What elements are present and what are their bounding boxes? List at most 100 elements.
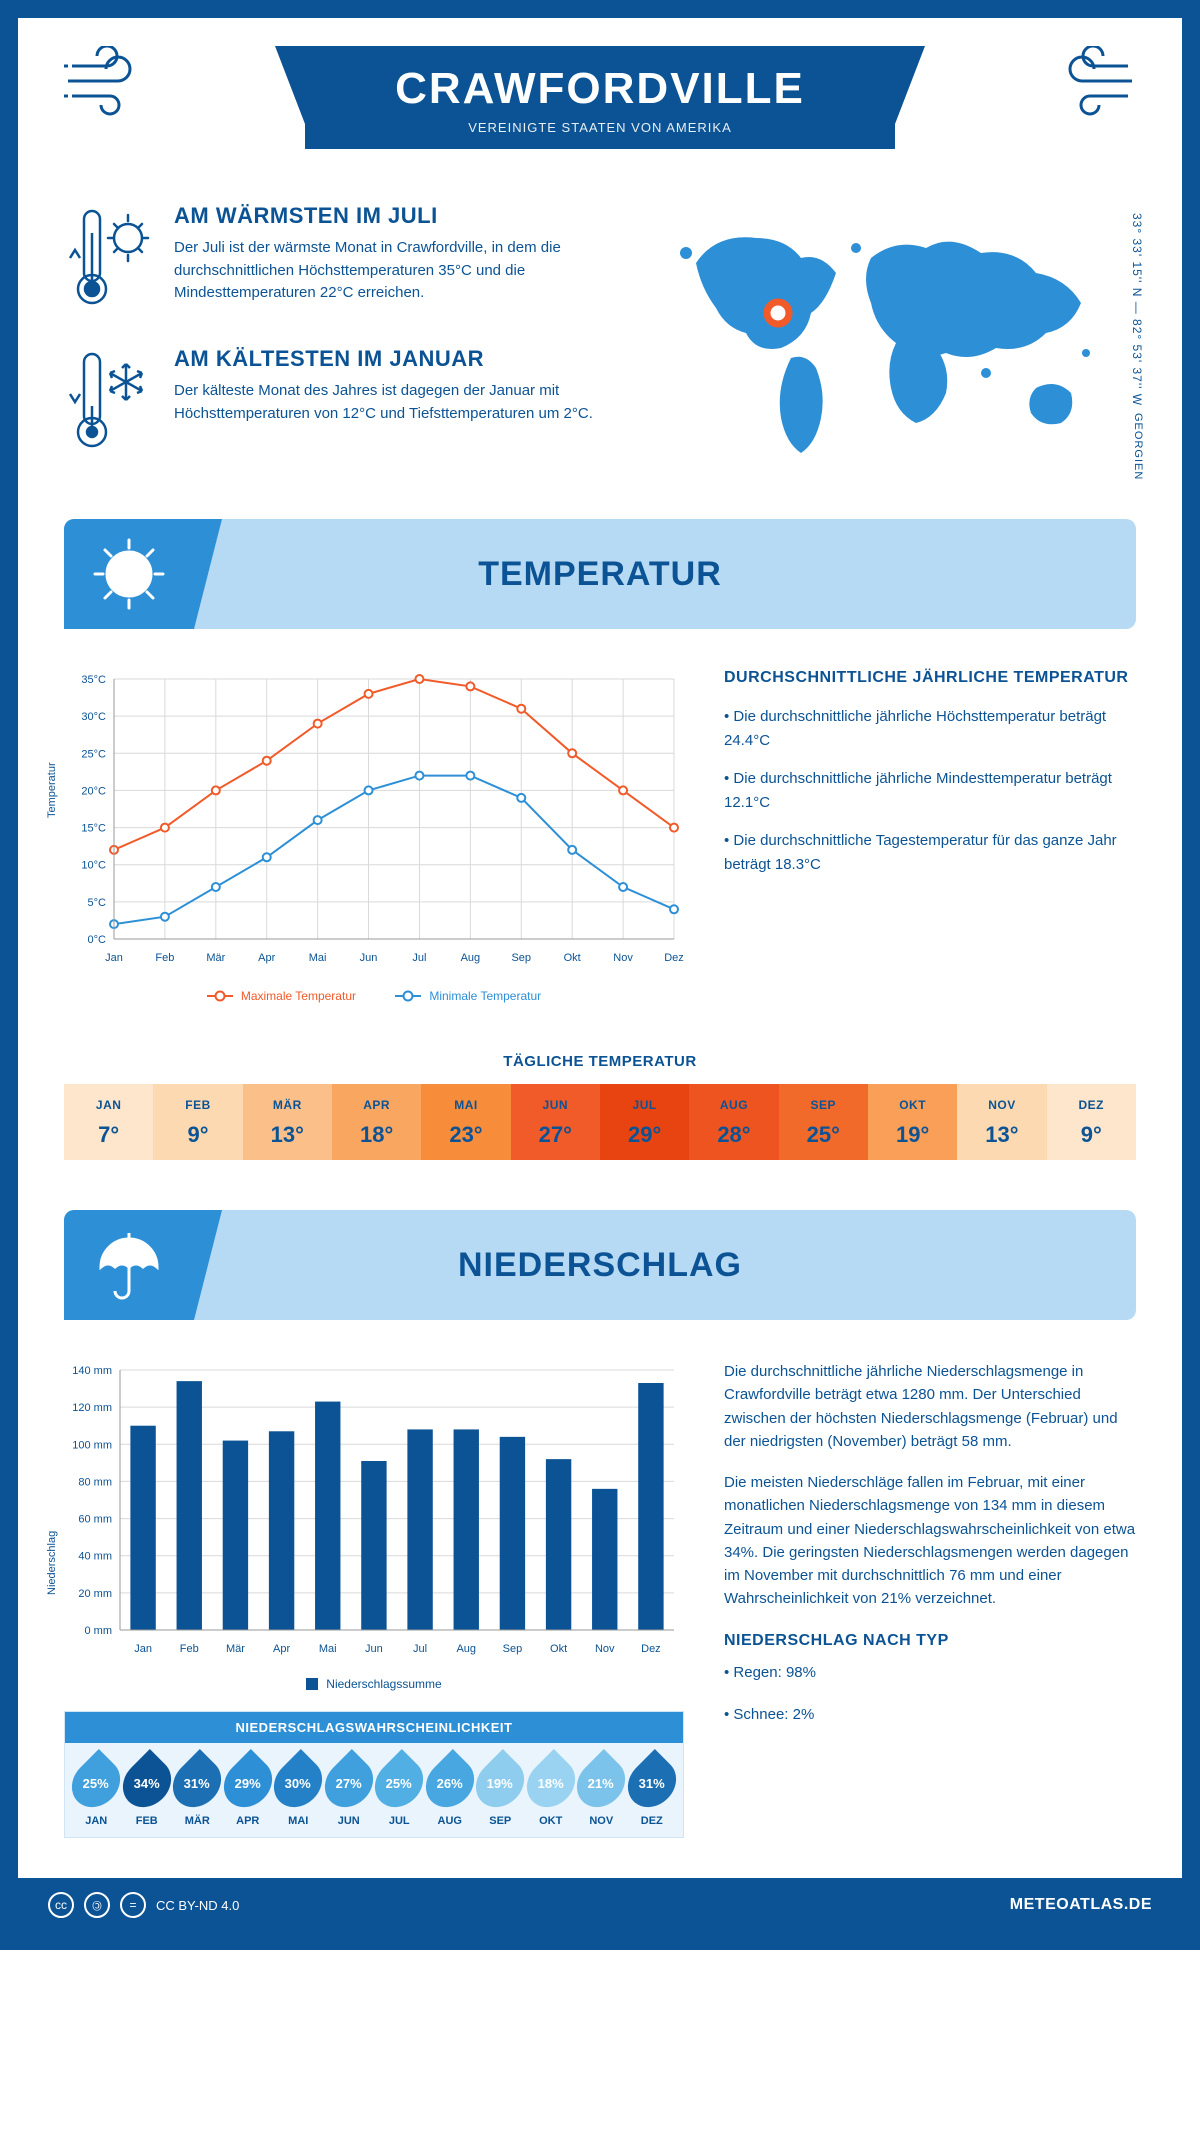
prob-cell: 25%JUL [374, 1757, 425, 1827]
daily-temp-cell: APR18° [332, 1084, 421, 1160]
thermometer-sun-icon [64, 203, 156, 318]
svg-text:Jan: Jan [105, 952, 123, 964]
daily-temp-cell: NOV13° [957, 1084, 1046, 1160]
header: CRAWFORDVILLE VEREINIGTE STAATEN VON AME… [18, 18, 1182, 173]
svg-text:Feb: Feb [180, 1643, 199, 1655]
svg-text:Sep: Sep [503, 1643, 523, 1655]
svg-text:Jul: Jul [413, 1643, 427, 1655]
svg-text:Aug: Aug [456, 1643, 476, 1655]
temp-bullet-2: • Die durchschnittliche jährliche Mindes… [724, 767, 1136, 815]
coordinates: 33° 33' 15'' N — 82° 53' 37'' W [1130, 213, 1144, 406]
coldest-text: Der kälteste Monat des Jahres ist dagege… [174, 380, 626, 425]
precip-probability-panel: NIEDERSCHLAGSWAHRSCHEINLICHKEIT 25%JAN34… [64, 1711, 684, 1838]
svg-text:0°C: 0°C [88, 934, 107, 946]
svg-text:Feb: Feb [155, 952, 174, 964]
daily-temp-strip: JAN7°FEB9°MÄR13°APR18°MAI23°JUN27°JUL29°… [64, 1084, 1136, 1160]
temperature-line-chart: Temperatur 0°C5°C10°C15°C20°C25°C30°C35°… [64, 669, 684, 1003]
precip-y-label: Niederschlag [46, 1531, 58, 1595]
svg-text:Apr: Apr [258, 952, 275, 964]
temperature-title: TEMPERATUR [478, 555, 722, 594]
prob-cell: 18%OKT [526, 1757, 577, 1827]
daily-temp-cell: MAI23° [421, 1084, 510, 1160]
country-subtitle: VEREINIGTE STAATEN VON AMERIKA [395, 120, 805, 135]
daily-temp-cell: OKT19° [868, 1084, 957, 1160]
title-ribbon: CRAWFORDVILLE VEREINIGTE STAATEN VON AME… [305, 46, 895, 149]
temp-y-label: Temperatur [46, 762, 58, 818]
prob-cell: 26%AUG [425, 1757, 476, 1827]
prob-cell: 30%MAI [273, 1757, 324, 1827]
svg-text:Mär: Mär [226, 1643, 245, 1655]
precip-summary: Die durchschnittliche jährliche Niedersc… [724, 1360, 1136, 1838]
svg-text:Jun: Jun [365, 1643, 383, 1655]
prob-cell: 27%JUN [324, 1757, 375, 1827]
daily-temp-cell: MÄR13° [243, 1084, 332, 1160]
svg-text:0 mm: 0 mm [85, 1625, 113, 1637]
prob-cell: 19%SEP [475, 1757, 526, 1827]
svg-text:20 mm: 20 mm [78, 1588, 112, 1600]
wind-icon [64, 46, 154, 121]
warmest-fact: AM WÄRMSTEN IM JULI Der Juli ist der wär… [64, 203, 626, 318]
precip-type-2: • Schnee: 2% [724, 1703, 1136, 1726]
precip-paragraph-1: Die durchschnittliche jährliche Niedersc… [724, 1360, 1136, 1453]
daily-temp-cell: FEB9° [153, 1084, 242, 1160]
svg-text:80 mm: 80 mm [78, 1476, 112, 1488]
svg-text:Dez: Dez [664, 952, 684, 964]
svg-text:Dez: Dez [641, 1643, 661, 1655]
site-name: METEOATLAS.DE [1010, 1896, 1152, 1914]
svg-text:Sep: Sep [511, 952, 531, 964]
svg-text:Mai: Mai [319, 1643, 337, 1655]
daily-temp-cell: SEP25° [779, 1084, 868, 1160]
daily-temp-cell: DEZ9° [1047, 1084, 1136, 1160]
warmest-text: Der Juli ist der wärmste Monat in Crawfo… [174, 237, 626, 305]
prob-cell: 31%DEZ [627, 1757, 678, 1827]
svg-text:Nov: Nov [613, 952, 633, 964]
svg-text:Jul: Jul [412, 952, 426, 964]
prob-cell: 34%FEB [122, 1757, 173, 1827]
prob-title: NIEDERSCHLAGSWAHRSCHEINLICHKEIT [65, 1712, 683, 1743]
daily-temp-cell: JAN7° [64, 1084, 153, 1160]
svg-text:Nov: Nov [595, 1643, 615, 1655]
precip-section-header: NIEDERSCHLAG [64, 1210, 1136, 1320]
precip-type-1: • Regen: 98% [724, 1661, 1136, 1684]
sun-icon [64, 519, 194, 629]
world-map: 33° 33' 15'' N — 82° 53' 37'' W GEORGIEN [656, 203, 1136, 489]
svg-text:Aug: Aug [461, 952, 481, 964]
svg-text:35°C: 35°C [81, 674, 106, 686]
temp-bullet-3: • Die durchschnittliche Tagestemperatur … [724, 829, 1136, 877]
nd-icon: = [120, 1892, 146, 1918]
svg-text:120 mm: 120 mm [72, 1402, 112, 1414]
prob-cell: 29%APR [223, 1757, 274, 1827]
svg-text:Okt: Okt [564, 952, 581, 964]
cc-icon: cc [48, 1892, 74, 1918]
svg-text:Mär: Mär [206, 952, 225, 964]
coldest-title: AM KÄLTESTEN IM JANUAR [174, 346, 626, 372]
prob-cell: 31%MÄR [172, 1757, 223, 1827]
svg-text:25°C: 25°C [81, 748, 106, 760]
daily-temp-cell: JUN27° [511, 1084, 600, 1160]
svg-text:40 mm: 40 mm [78, 1551, 112, 1563]
prob-cell: 21%NOV [576, 1757, 627, 1827]
precip-paragraph-2: Die meisten Niederschläge fallen im Febr… [724, 1471, 1136, 1611]
by-icon: 🄯 [84, 1892, 110, 1918]
svg-text:Jun: Jun [360, 952, 378, 964]
svg-text:Mai: Mai [309, 952, 327, 964]
svg-text:30°C: 30°C [81, 711, 106, 723]
wind-icon [1046, 46, 1136, 121]
svg-text:140 mm: 140 mm [72, 1365, 112, 1377]
warmest-title: AM WÄRMSTEN IM JULI [174, 203, 626, 229]
precip-bar-chart: Niederschlag 0 mm20 mm40 mm60 mm80 mm100… [64, 1360, 684, 1838]
license-text: CC BY-ND 4.0 [156, 1898, 239, 1913]
daily-temp-cell: AUG28° [689, 1084, 778, 1160]
svg-text:20°C: 20°C [81, 785, 106, 797]
svg-text:100 mm: 100 mm [72, 1439, 112, 1451]
svg-text:60 mm: 60 mm [78, 1514, 112, 1526]
coldest-fact: AM KÄLTESTEN IM JANUAR Der kälteste Mona… [64, 346, 626, 461]
city-title: CRAWFORDVILLE [395, 64, 805, 114]
prob-cell: 25%JAN [71, 1757, 122, 1827]
daily-temp-cell: JUL29° [600, 1084, 689, 1160]
precip-title: NIEDERSCHLAG [458, 1246, 742, 1285]
umbrella-icon [64, 1210, 194, 1320]
temperature-summary: DURCHSCHNITTLICHE JÄHRLICHE TEMPERATUR •… [724, 669, 1136, 1003]
svg-text:Okt: Okt [550, 1643, 567, 1655]
region-label: GEORGIEN [1132, 413, 1144, 480]
